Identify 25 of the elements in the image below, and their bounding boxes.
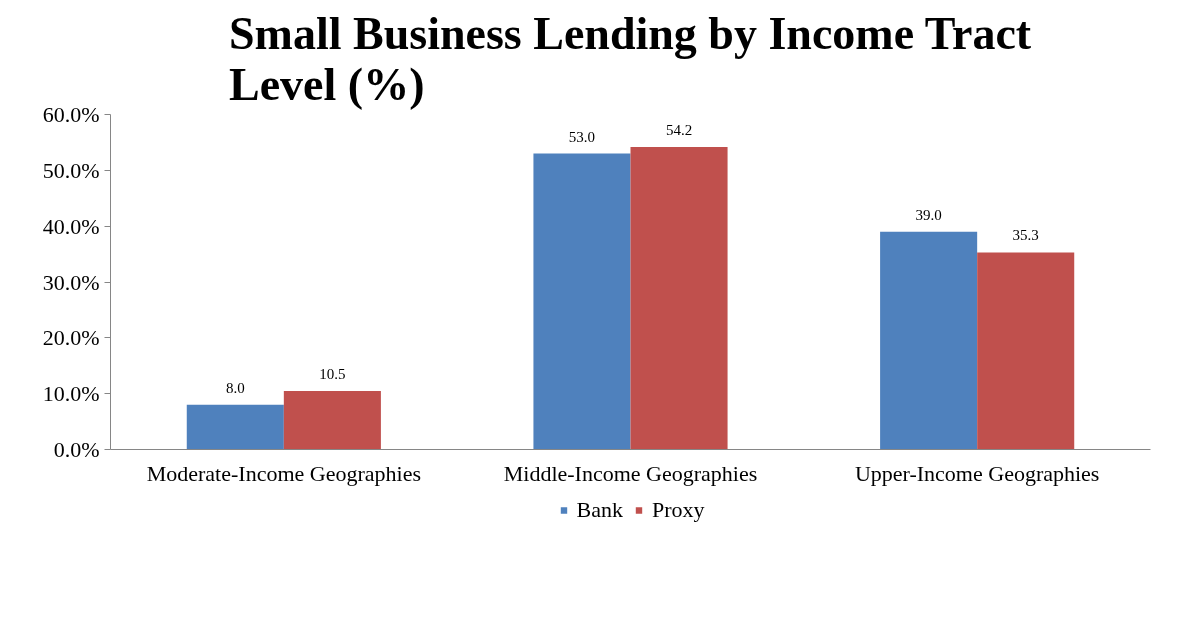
bar [977, 252, 1075, 450]
data-label: 10.5 [319, 365, 346, 382]
y-tick-label: 0.0% [53, 437, 100, 462]
y-tick-label: 30.0% [42, 269, 100, 295]
bar [186, 404, 284, 450]
y-tick-label: 60.0% [42, 102, 100, 127]
data-label: 39.0 [915, 206, 942, 223]
y-tick-label: 40.0% [42, 213, 100, 239]
legend-label: Bank [576, 497, 623, 523]
data-label: 35.3 [1012, 227, 1039, 244]
chart-title: Small Business Lending by Income Tract Level (%) [229, 7, 1032, 110]
bar [630, 146, 728, 450]
data-label: 54.2 [665, 121, 693, 138]
data-label: 53.0 [568, 128, 596, 145]
x-tick-label: Middle-Income Geographies [503, 460, 758, 486]
bar [880, 231, 978, 450]
bar [283, 390, 381, 450]
y-tick-label: 10.0% [42, 381, 100, 407]
y-tick-label: 20.0% [42, 325, 100, 351]
x-tick-label: Upper-Income Geographies [854, 460, 1100, 486]
x-tick-label: Moderate-Income Geographies [146, 460, 421, 486]
legend-label: Proxy [651, 497, 705, 523]
y-tick-label: 50.0% [42, 157, 100, 183]
bar [533, 153, 631, 450]
data-label: 8.0 [225, 379, 245, 396]
